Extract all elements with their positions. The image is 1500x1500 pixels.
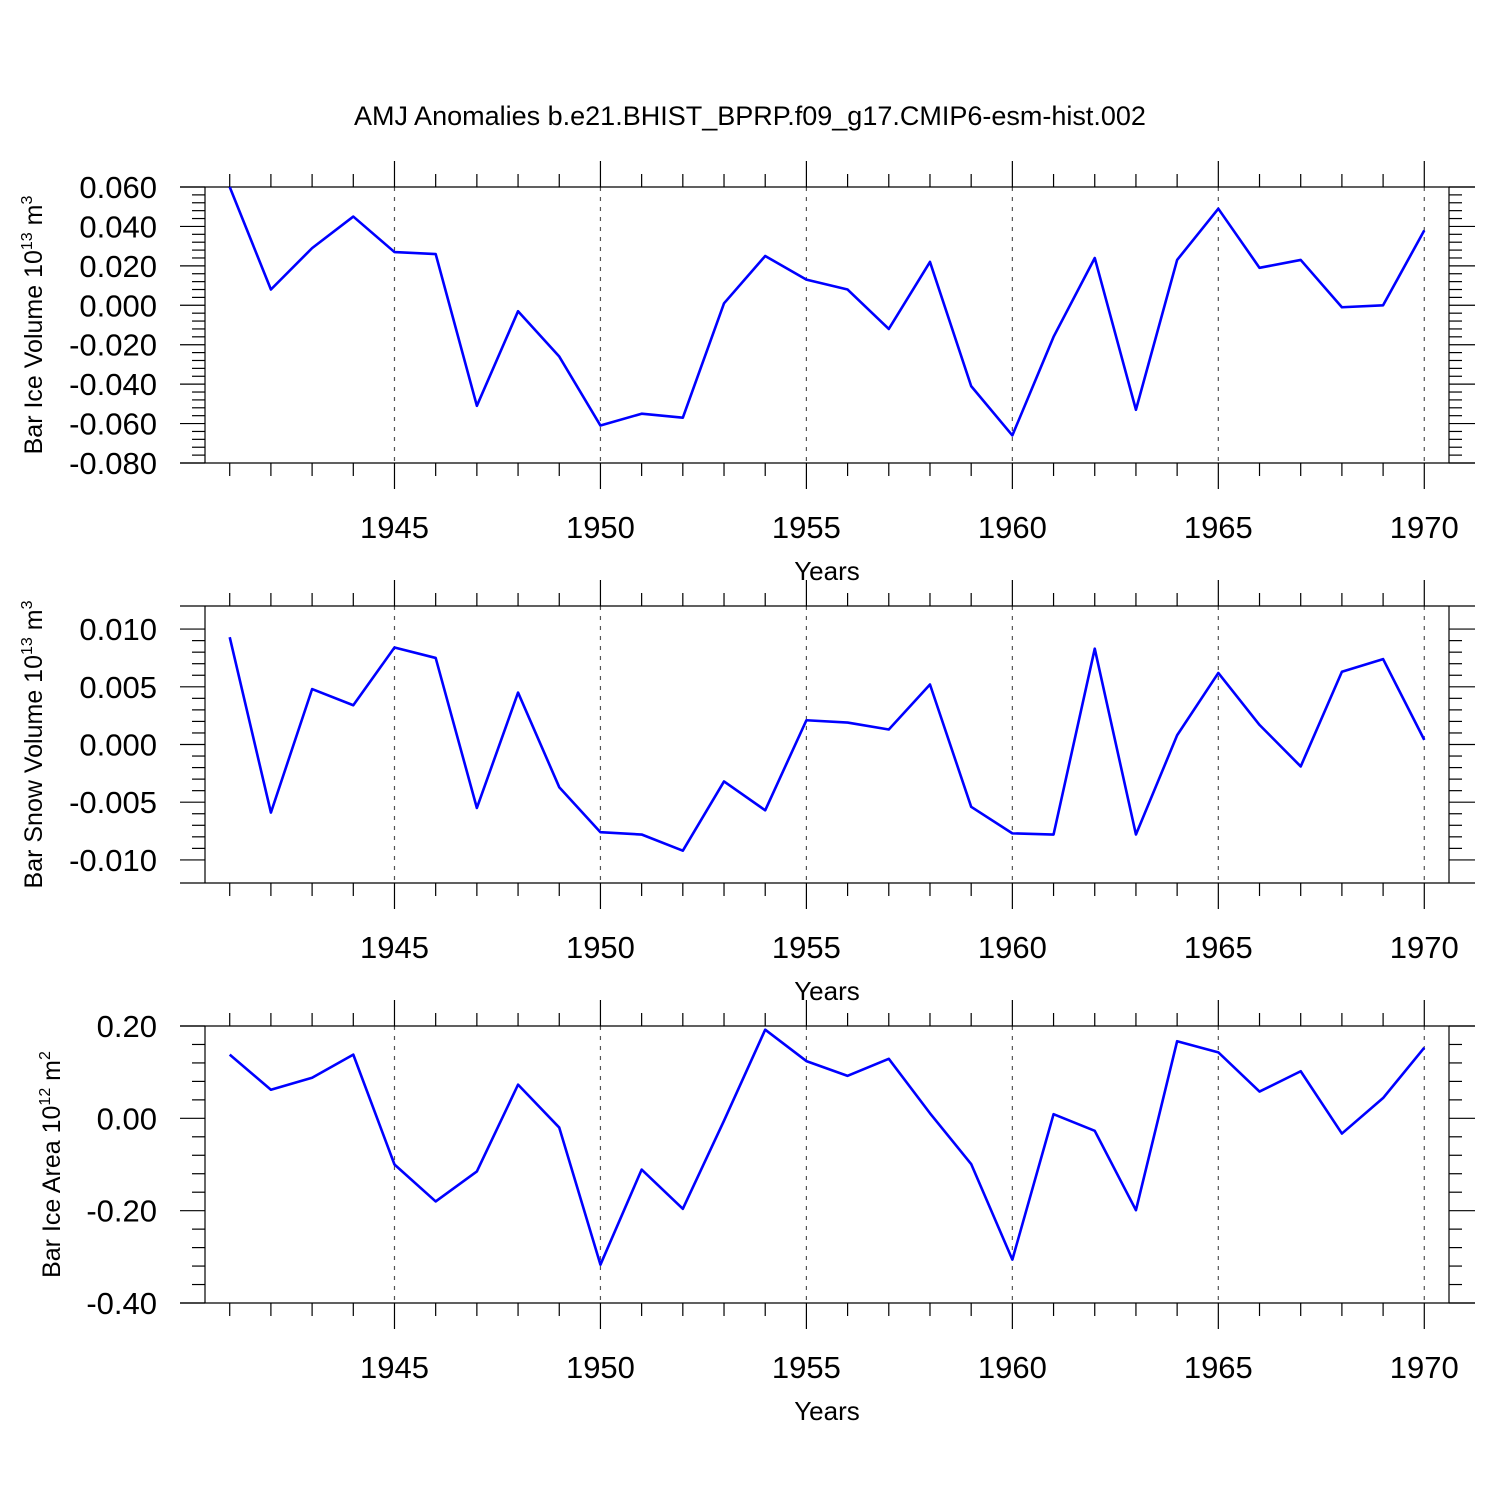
x-tick-label: 1960 bbox=[978, 1350, 1047, 1385]
x-tick-label: 1970 bbox=[1390, 930, 1459, 965]
x-tick-label: 1950 bbox=[566, 510, 635, 545]
y-axis-label-text: Bar Ice Volume 10 bbox=[20, 250, 48, 454]
y-axis-label-unit: m bbox=[20, 609, 48, 637]
y-tick-label: 0.005 bbox=[79, 670, 157, 705]
x-tick-label: 1945 bbox=[360, 1350, 429, 1385]
x-tick-label: 1965 bbox=[1184, 930, 1253, 965]
y-axis-label-exponent: 13 bbox=[19, 232, 36, 250]
y-axis-label-exponent: 13 bbox=[19, 637, 36, 655]
x-tick-label: 1970 bbox=[1390, 1350, 1459, 1385]
y-tick-label: -0.40 bbox=[86, 1286, 157, 1321]
x-tick-label: 1955 bbox=[772, 930, 841, 965]
y-axis-label-unit: m bbox=[38, 1060, 66, 1088]
figure-title: AMJ Anomalies b.e21.BHIST_BPRP.f09_g17.C… bbox=[354, 101, 1146, 131]
y-axis-label: Bar Ice Area 1012 m2 bbox=[37, 1051, 66, 1278]
y-tick-label: -0.080 bbox=[69, 446, 157, 481]
x-axis-label: Years bbox=[794, 556, 860, 586]
y-axis-label-unit: m bbox=[20, 205, 48, 233]
y-tick-label: 0.010 bbox=[79, 612, 157, 647]
y-tick-label: 0.20 bbox=[97, 1009, 157, 1044]
y-axis-label: Bar Ice Volume 1013 m3 bbox=[19, 196, 48, 455]
x-tick-label: 1945 bbox=[360, 510, 429, 545]
y-axis-label-unit-exponent: 3 bbox=[19, 600, 36, 609]
y-tick-label: -0.040 bbox=[69, 367, 157, 402]
series-line bbox=[228, 636, 1426, 852]
x-axis-label: Years bbox=[794, 976, 860, 1006]
x-tick-label: 1960 bbox=[978, 510, 1047, 545]
x-tick-label: 1965 bbox=[1184, 510, 1253, 545]
x-tick-label: 1955 bbox=[772, 510, 841, 545]
y-tick-label: -0.060 bbox=[69, 407, 157, 442]
y-tick-label: 0.020 bbox=[79, 249, 157, 284]
y-tick-label: 0.060 bbox=[79, 170, 157, 205]
series-line bbox=[228, 1028, 1426, 1266]
chart-panel: 0.010 0.005 0.000 -0.005 -0.010 1945 1950 1955 1… bbox=[19, 580, 1475, 1006]
x-tick-label: 1955 bbox=[772, 1350, 841, 1385]
y-tick-label: -0.020 bbox=[69, 328, 157, 363]
y-axis-label-text: Bar Snow Volume 10 bbox=[20, 655, 48, 888]
y-axis-label: Bar Snow Volume 1013 m3 bbox=[19, 600, 48, 888]
y-tick-label: -0.20 bbox=[86, 1194, 157, 1229]
x-tick-label: 1950 bbox=[566, 1350, 635, 1385]
x-tick-label: 1950 bbox=[566, 930, 635, 965]
series-line bbox=[228, 186, 1426, 437]
y-tick-label: 0.00 bbox=[97, 1101, 157, 1136]
x-tick-label: 1945 bbox=[360, 930, 429, 965]
y-tick-label: 0.040 bbox=[79, 209, 157, 244]
chart-panel: 0.20 0.00 -0.20 -0.40 1945 1950 1955 1960 1965 19… bbox=[37, 1000, 1475, 1426]
x-tick-label: 1960 bbox=[978, 930, 1047, 965]
y-tick-label: -0.005 bbox=[69, 785, 157, 820]
y-axis-label-unit-exponent: 3 bbox=[19, 196, 36, 205]
x-tick-label: 1970 bbox=[1390, 510, 1459, 545]
x-axis-label: Years bbox=[794, 1396, 860, 1426]
y-tick-label: 0.000 bbox=[79, 728, 157, 763]
x-tick-label: 1965 bbox=[1184, 1350, 1253, 1385]
y-tick-label: 0.000 bbox=[79, 288, 157, 323]
chart-panel: 0.060 0.040 0.020 0.000 -0.020 -0.040 -0.060 -0… bbox=[19, 161, 1475, 586]
chart-panels: 0.060 0.040 0.020 0.000 -0.020 -0.040 -0.060 -0… bbox=[19, 161, 1475, 1426]
y-axis-label-exponent: 12 bbox=[37, 1088, 54, 1106]
y-axis-label-text: Bar Ice Area 10 bbox=[38, 1106, 66, 1278]
y-tick-label: -0.010 bbox=[69, 843, 157, 878]
y-axis-label-unit-exponent: 2 bbox=[37, 1051, 54, 1060]
